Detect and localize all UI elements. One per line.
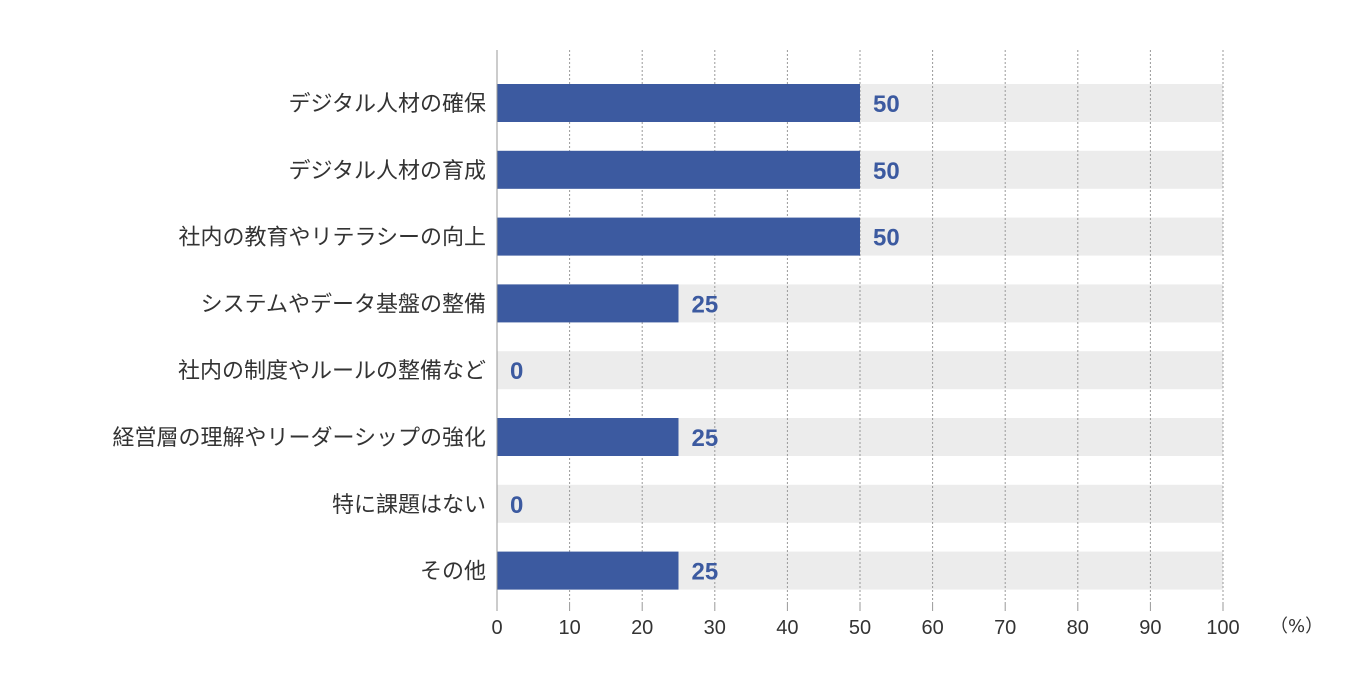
value-label: 25 (692, 559, 719, 586)
value-label: 25 (692, 425, 719, 452)
value-label: 0 (510, 358, 523, 385)
value-label: 25 (692, 291, 719, 318)
gridlines (569, 50, 1224, 604)
category-labels: デジタル人材の確保デジタル人材の育成社内の教育やリテラシーの向上システムやデータ… (112, 92, 486, 585)
bar (497, 150, 860, 189)
x-tick-label: 20 (631, 617, 653, 639)
value-label: 0 (510, 492, 523, 519)
bar (497, 551, 679, 590)
category-label: 特に課題はない (332, 493, 486, 518)
bar (497, 217, 860, 256)
category-label: 経営層の理解やリーダーシップの強化 (112, 426, 486, 451)
category-label: システムやデータ基盤の整備 (201, 292, 486, 317)
x-tick-label: 50 (849, 617, 871, 639)
x-tick-label: 10 (558, 617, 580, 639)
bar (497, 284, 679, 323)
value-label: 50 (873, 91, 900, 118)
x-tick-label: 80 (1067, 617, 1089, 639)
category-label: デジタル人材の育成 (288, 159, 486, 184)
bar (497, 84, 860, 122)
x-tick-label: 90 (1139, 617, 1161, 639)
bar (497, 418, 679, 456)
x-tick-label: 30 (704, 617, 726, 639)
value-labels: 50 50 50 25 0 25 0 25 (510, 91, 900, 586)
value-label: 50 (873, 158, 900, 185)
x-tick-label: 40 (776, 617, 798, 639)
bars (497, 84, 860, 590)
category-label: 社内の教育やリテラシーの向上 (178, 226, 486, 251)
x-axis-ticks: 0 10 20 30 40 50 60 70 80 90 100 (491, 604, 1240, 639)
x-tick-label: 70 (994, 617, 1016, 639)
category-label: その他 (420, 560, 486, 585)
value-label: 50 (873, 225, 900, 252)
category-label: デジタル人材の確保 (288, 92, 486, 117)
x-tick-label: 100 (1206, 617, 1239, 639)
unit-label: （%） (1270, 616, 1323, 637)
x-tick-label: 60 (921, 617, 943, 639)
category-label: 社内の制度やルールの整備など (178, 359, 486, 384)
x-tick-label: 0 (491, 617, 502, 639)
